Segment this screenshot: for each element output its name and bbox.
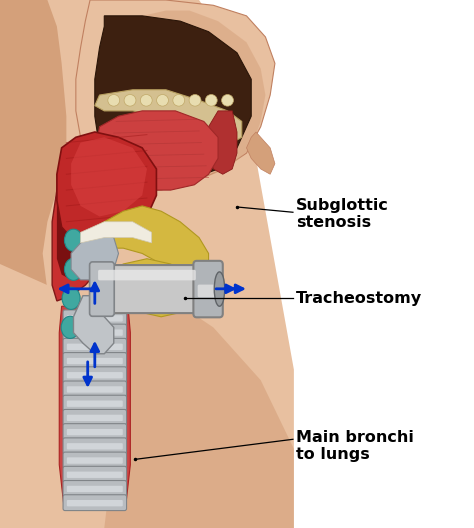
Polygon shape [52, 158, 114, 301]
Ellipse shape [221, 95, 233, 106]
FancyBboxPatch shape [67, 329, 123, 336]
FancyBboxPatch shape [67, 401, 123, 407]
FancyBboxPatch shape [67, 344, 123, 350]
FancyBboxPatch shape [90, 262, 114, 316]
FancyBboxPatch shape [63, 423, 127, 439]
FancyBboxPatch shape [67, 472, 123, 478]
Polygon shape [71, 232, 118, 280]
Text: Main bronchi
to lungs: Main bronchi to lungs [296, 430, 414, 463]
Ellipse shape [64, 258, 82, 280]
Polygon shape [95, 285, 294, 528]
Polygon shape [246, 132, 275, 174]
Polygon shape [109, 259, 199, 317]
FancyBboxPatch shape [63, 452, 127, 468]
Ellipse shape [62, 287, 80, 309]
Polygon shape [81, 222, 152, 243]
FancyBboxPatch shape [67, 486, 123, 492]
Polygon shape [73, 296, 114, 354]
Text: Tracheostomy: Tracheostomy [296, 291, 422, 306]
Polygon shape [95, 90, 242, 143]
Polygon shape [142, 11, 265, 180]
Ellipse shape [214, 272, 225, 306]
Polygon shape [57, 132, 156, 248]
Polygon shape [209, 111, 237, 174]
FancyBboxPatch shape [67, 443, 123, 449]
Ellipse shape [173, 95, 185, 106]
FancyBboxPatch shape [198, 285, 218, 297]
FancyBboxPatch shape [67, 457, 123, 464]
FancyBboxPatch shape [63, 438, 127, 454]
Text: Subglottic
stenosis: Subglottic stenosis [296, 197, 389, 230]
Ellipse shape [156, 95, 168, 106]
FancyBboxPatch shape [67, 386, 123, 393]
Polygon shape [0, 0, 66, 528]
Polygon shape [57, 174, 95, 280]
Ellipse shape [189, 95, 201, 106]
Ellipse shape [64, 229, 82, 251]
FancyBboxPatch shape [193, 261, 223, 317]
Polygon shape [59, 306, 130, 507]
FancyBboxPatch shape [63, 310, 127, 326]
FancyBboxPatch shape [63, 367, 127, 383]
FancyBboxPatch shape [63, 353, 127, 369]
FancyBboxPatch shape [67, 414, 123, 421]
Ellipse shape [205, 95, 217, 106]
FancyBboxPatch shape [63, 466, 127, 482]
FancyBboxPatch shape [67, 500, 123, 506]
FancyBboxPatch shape [63, 409, 127, 425]
Polygon shape [95, 111, 218, 190]
Polygon shape [0, 0, 294, 528]
FancyBboxPatch shape [67, 372, 123, 379]
Polygon shape [0, 264, 190, 528]
Ellipse shape [108, 95, 119, 106]
FancyBboxPatch shape [63, 480, 127, 496]
Ellipse shape [61, 316, 79, 338]
FancyBboxPatch shape [63, 381, 127, 397]
FancyBboxPatch shape [63, 395, 127, 411]
FancyBboxPatch shape [67, 358, 123, 364]
FancyBboxPatch shape [67, 429, 123, 435]
FancyBboxPatch shape [67, 315, 123, 322]
FancyBboxPatch shape [63, 324, 127, 340]
FancyBboxPatch shape [91, 265, 203, 313]
Polygon shape [76, 0, 275, 190]
Ellipse shape [140, 95, 152, 106]
FancyBboxPatch shape [98, 270, 196, 280]
Polygon shape [71, 137, 147, 216]
Polygon shape [95, 206, 209, 280]
FancyBboxPatch shape [63, 495, 127, 511]
FancyBboxPatch shape [63, 338, 127, 354]
Ellipse shape [124, 95, 136, 106]
Polygon shape [95, 16, 251, 185]
